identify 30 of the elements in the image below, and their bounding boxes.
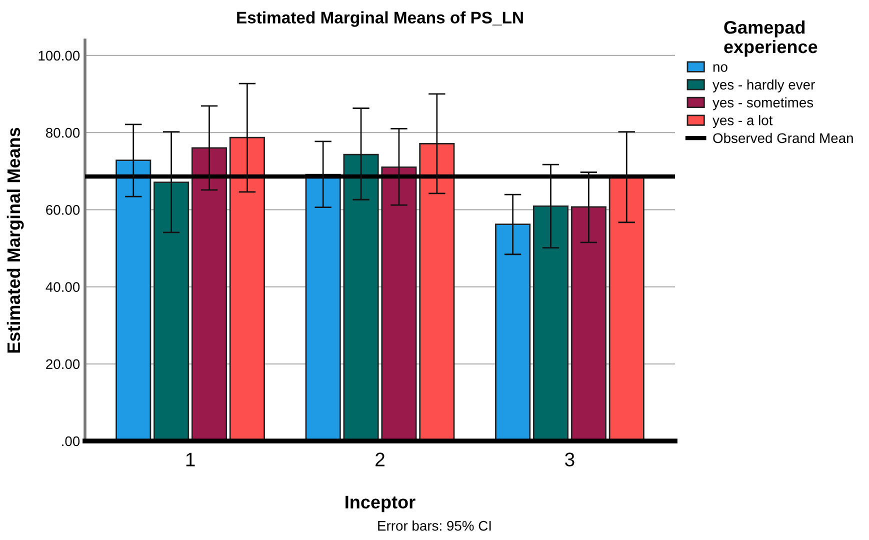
bar bbox=[532, 205, 569, 441]
bar bbox=[116, 160, 152, 441]
bar bbox=[570, 206, 606, 441]
x-tick-label: 1 bbox=[186, 452, 195, 466]
bar bbox=[419, 143, 455, 441]
bar bbox=[191, 147, 228, 441]
y-axis-title: Estimated Marginal Means bbox=[6, 128, 24, 353]
x-tick-label: 3 bbox=[565, 452, 574, 466]
bar bbox=[343, 154, 379, 441]
legend-label: yes - a lot bbox=[712, 115, 773, 128]
chart-title: Estimated Marginal Means of PS_LN bbox=[237, 11, 523, 27]
x-tick-label: 2 bbox=[376, 452, 384, 466]
bar bbox=[305, 174, 341, 441]
y-tick-label: 40.00 bbox=[46, 282, 80, 292]
y-tick-label: 100.00 bbox=[38, 50, 80, 61]
y-tick-label: 80.00 bbox=[46, 128, 80, 138]
y-tick-label: 20.00 bbox=[46, 359, 80, 370]
legend-label: no bbox=[713, 64, 728, 72]
legend-label: Observed Grand Mean bbox=[713, 132, 853, 144]
text: Error bars: 95% CI bbox=[378, 520, 491, 531]
legend-label: yes - hardly ever bbox=[712, 79, 815, 92]
y-tick-label: .00 bbox=[62, 436, 80, 446]
legend-title: Gamepad experience bbox=[724, 20, 818, 57]
bar bbox=[495, 224, 531, 441]
x-axis-title: Inceptor bbox=[346, 496, 416, 512]
bar bbox=[154, 182, 190, 441]
legend-label: yes - sometimes bbox=[712, 97, 814, 110]
bar bbox=[229, 136, 265, 441]
bar bbox=[381, 166, 417, 441]
y-tick-label: 60.00 bbox=[46, 204, 80, 215]
